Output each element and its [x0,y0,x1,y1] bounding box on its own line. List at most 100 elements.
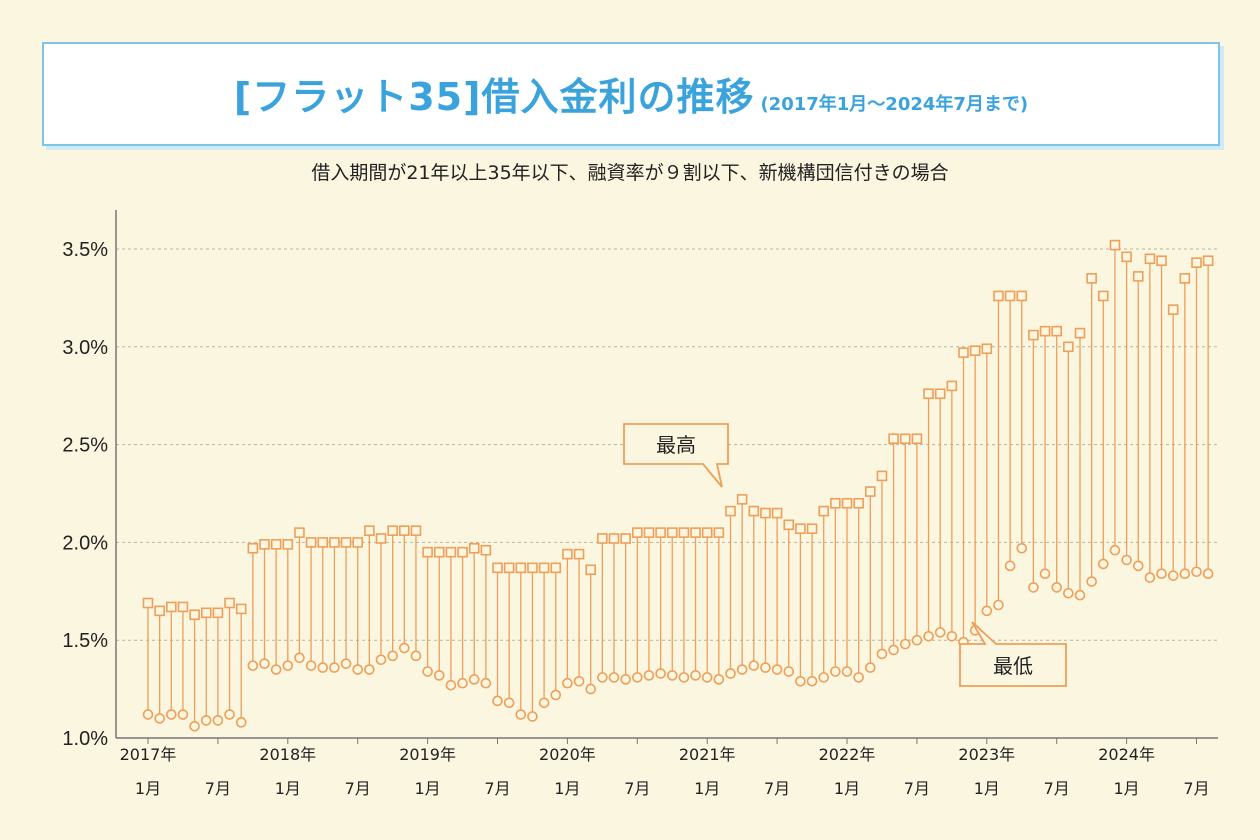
low-marker [177,709,189,720]
low-marker [1098,558,1109,570]
low-marker [515,709,527,720]
high-marker [806,523,818,535]
high-marker [1144,253,1156,265]
high-marker [1028,329,1039,341]
low-marker [422,666,433,677]
low-marker [981,605,993,617]
high-marker [934,388,946,400]
y-tick-label: 2.0% [62,532,108,554]
high-marker [1202,255,1214,267]
high-marker [433,546,445,558]
high-marker [410,525,422,536]
high-marker [329,537,340,548]
x-month-label: 1月 [974,779,1000,798]
low-marker [876,648,888,660]
low-marker [795,675,806,687]
high-marker [946,380,958,392]
high-marker [1063,341,1074,353]
low-marker [340,658,352,669]
low-marker [597,672,608,683]
low-marker [771,664,783,675]
high-marker [538,562,550,574]
low-marker [410,650,422,662]
low-marker [433,670,445,681]
high-marker [969,345,981,357]
high-marker [235,603,247,615]
high-marker [247,542,259,554]
high-marker [259,539,270,550]
high-marker [387,525,398,536]
high-marker [457,546,468,558]
x-year-label: 2024年 [1098,745,1155,764]
high-marker [200,607,212,619]
low-marker [200,715,212,726]
low-marker [1074,589,1086,601]
low-marker [282,660,294,671]
high-marker [830,497,841,509]
high-marker [573,548,585,560]
high-marker [923,388,934,400]
high-marker [1004,290,1016,302]
y-tick-label: 3.5% [62,239,108,261]
high-marker [1051,325,1062,337]
low-marker [1016,542,1028,554]
high-marker [224,597,235,609]
high-marker [853,497,864,509]
high-marker [841,497,853,509]
low-marker [166,709,177,720]
high-marker [352,537,364,548]
low-marker [375,654,387,666]
high-marker [562,548,573,560]
x-month-label: 7月 [1044,779,1070,798]
x-month-label: 7月 [484,779,510,798]
low-marker [259,658,270,669]
low-marker [1063,587,1074,599]
low-marker [655,668,666,679]
low-marker [631,672,643,683]
high-marker [364,525,375,536]
x-month-label: 1月 [135,779,161,798]
x-month-label: 1月 [275,779,301,798]
x-year-label: 2021年 [679,745,736,764]
high-marker [1191,257,1202,268]
low-marker [923,630,934,642]
x-year-label: 2023年 [958,745,1015,764]
high-marker [1121,251,1132,263]
low-marker [888,644,899,656]
high-marker [294,527,305,538]
high-marker [597,533,608,544]
low-marker [841,666,853,677]
low-marker [830,666,841,677]
x-year-label: 2018年 [259,745,316,764]
low-marker [352,664,364,675]
low-marker [748,660,760,671]
low-marker [317,662,329,673]
high-marker [864,486,876,497]
high-marker [282,539,294,550]
x-month-label: 1月 [1114,779,1140,798]
high-marker [142,597,154,609]
high-marker [1074,327,1086,339]
high-marker [1109,239,1121,251]
low-marker [189,720,200,732]
high-marker [492,562,503,574]
high-marker [655,527,666,538]
low-marker [853,672,864,683]
low-marker [1028,582,1039,593]
low-marker [1121,554,1132,566]
x-year-label: 2020年 [539,745,596,764]
high-marker [212,607,224,619]
x-year-label: 2019年 [399,745,456,764]
high-marker [480,544,492,556]
high-marker [550,562,562,574]
low-marker [701,672,713,683]
high-marker [818,505,830,517]
high-marker [1179,273,1191,284]
high-marker [189,609,200,621]
x-year-label: 2017年 [120,745,177,764]
low-marker [270,664,282,675]
low-marker [993,599,1004,611]
low-marker [1051,582,1062,593]
high-marker [154,605,165,617]
